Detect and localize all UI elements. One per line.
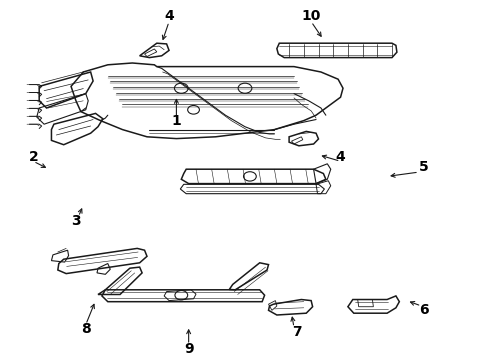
Text: 3: 3 — [71, 215, 81, 228]
Text: 6: 6 — [419, 303, 429, 317]
Text: 4: 4 — [336, 150, 345, 163]
Text: 2: 2 — [28, 150, 38, 163]
Text: 9: 9 — [184, 342, 194, 356]
Text: 8: 8 — [81, 323, 91, 336]
Text: 4: 4 — [164, 9, 174, 23]
Text: 7: 7 — [292, 325, 301, 339]
Text: 5: 5 — [419, 161, 429, 174]
Text: 1: 1 — [172, 114, 181, 127]
Text: 10: 10 — [301, 9, 321, 23]
